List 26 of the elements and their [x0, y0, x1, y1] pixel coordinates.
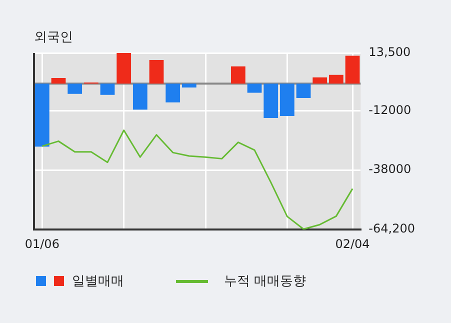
bar: [230, 66, 246, 84]
bar: [149, 60, 164, 84]
bar: [132, 84, 148, 110]
bar: [247, 84, 262, 93]
bar: [51, 78, 66, 84]
chart-title: 외국인: [34, 29, 73, 46]
bar: [328, 74, 344, 84]
y-tick-label: 13,500: [368, 45, 411, 60]
bar: [296, 84, 311, 98]
x-tick-label: 01/06: [24, 236, 60, 251]
bar: [182, 84, 196, 88]
legend-label: 누적 매매동향: [224, 273, 306, 290]
bar: [280, 84, 294, 116]
y-tick-label: -12000: [368, 103, 412, 118]
bar: [312, 77, 328, 84]
bar: [34, 84, 50, 147]
bar: [166, 84, 180, 102]
bar: [264, 84, 278, 118]
bar: [100, 84, 115, 95]
y-tick-label: -38000: [368, 162, 412, 176]
x-tick-label: 02/04: [335, 236, 370, 251]
bar: [345, 56, 360, 84]
bar: [116, 53, 132, 84]
bar: [68, 84, 82, 94]
y-tick-label: -64,200: [368, 222, 416, 236]
legend-label: 일별매매: [72, 273, 124, 290]
